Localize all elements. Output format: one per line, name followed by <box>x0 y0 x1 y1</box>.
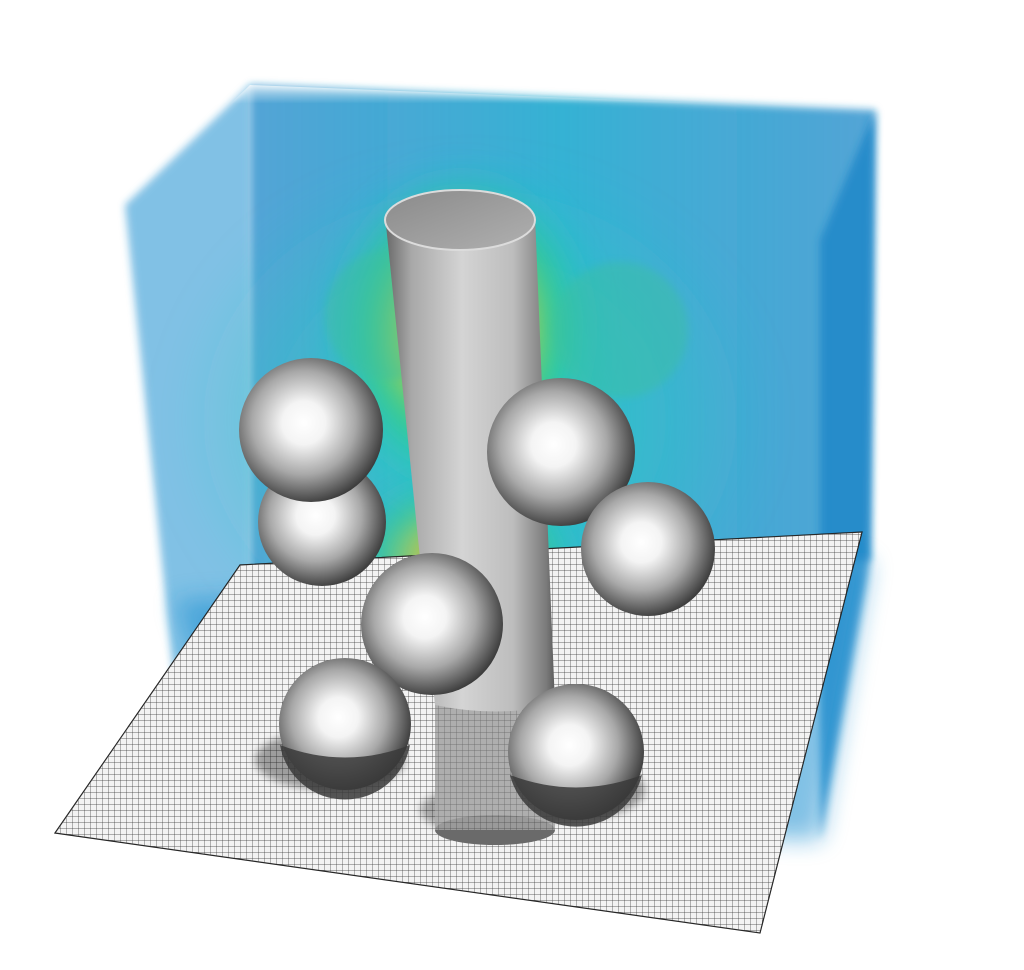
spheres <box>239 358 715 827</box>
sphere-upper-right <box>487 378 635 526</box>
sphere-center <box>361 553 503 695</box>
cylinder-cap <box>384 189 536 251</box>
sphere-right <box>581 482 715 616</box>
sphere-upper-left <box>239 358 383 502</box>
